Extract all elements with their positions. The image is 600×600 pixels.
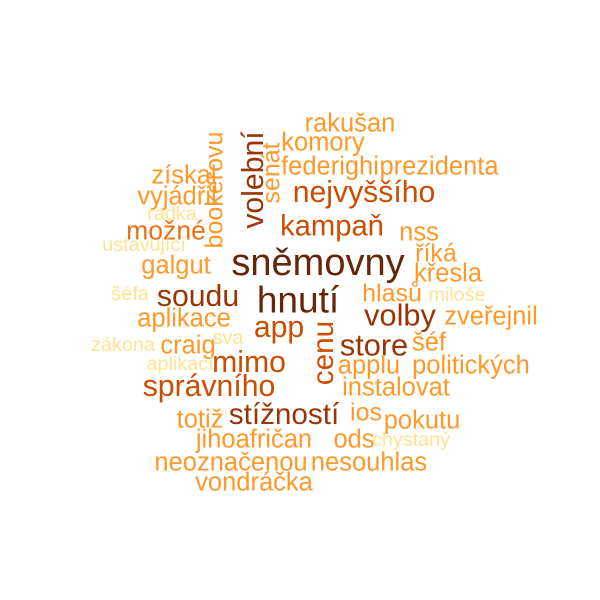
word-galgut: galgut	[141, 251, 211, 280]
word-cenu: cenu	[307, 320, 341, 386]
word-sva: sva	[212, 327, 244, 350]
word-vyjadril: vyjádřil	[137, 182, 217, 211]
word-spravniho: správního	[142, 369, 276, 403]
word-jihoafrican: jihoafričan	[195, 425, 313, 454]
word-sefa: šéfa	[111, 283, 149, 306]
word-ziskal: získal	[151, 161, 217, 190]
word-zakona: zákona	[91, 334, 155, 357]
word-aplikaci: aplikací	[146, 353, 214, 376]
word-ios: ios	[350, 398, 382, 427]
word-snemovny: sněmovny	[231, 242, 405, 284]
word-komory: komory	[281, 128, 365, 157]
word-store: store	[339, 327, 409, 363]
word-radka: radka	[147, 203, 197, 226]
word-prezidenta: prezidenta	[379, 152, 499, 181]
word-instalovat: instalovat	[342, 373, 450, 402]
word-bookerovu: bookerovu	[200, 131, 229, 249]
word-mozne: možné	[126, 215, 206, 246]
word-federighi: federighi	[281, 152, 379, 181]
word-pokutu: pokutu	[383, 406, 461, 435]
word-kresla: křesla	[413, 259, 483, 288]
word-rika: říká	[415, 239, 457, 268]
word-aplikace: aplikace	[137, 304, 231, 333]
word-nejvyssiho: nejvyššího	[292, 175, 436, 209]
word-app: app	[253, 310, 305, 344]
word-stiznosti: stížností	[228, 398, 340, 432]
word-kampan: kampaň	[280, 210, 384, 243]
word-zverejnil: zveřejnil	[444, 302, 538, 331]
word-chystany: chystaný	[371, 429, 451, 452]
word-ustavujici: ustavující	[102, 234, 186, 257]
word-politickych: politických	[412, 351, 530, 380]
word-rakusan: rakušan	[304, 109, 396, 138]
word-neoznacenou: neoznačenou	[154, 448, 308, 477]
word-applu: applu	[337, 351, 401, 380]
word-milose: miloše	[428, 284, 486, 307]
word-hnuti: hnutí	[256, 279, 340, 321]
word-soudu: soudu	[156, 279, 240, 313]
word-sef: šéf	[411, 328, 447, 357]
word-totiz: totiž	[176, 405, 224, 434]
word-mimo: mimo	[212, 345, 286, 379]
word-vondracka: vondráčka	[195, 468, 313, 497]
word-craig: craig	[160, 331, 216, 360]
word-senat: senát	[257, 142, 286, 204]
word-ods: ods	[333, 425, 375, 454]
word-hlasu: hlasů	[362, 279, 422, 308]
word-volby: volby	[364, 297, 436, 333]
word-nesouhlas: nesouhlas	[310, 448, 428, 477]
word-nss: nss	[399, 218, 439, 247]
